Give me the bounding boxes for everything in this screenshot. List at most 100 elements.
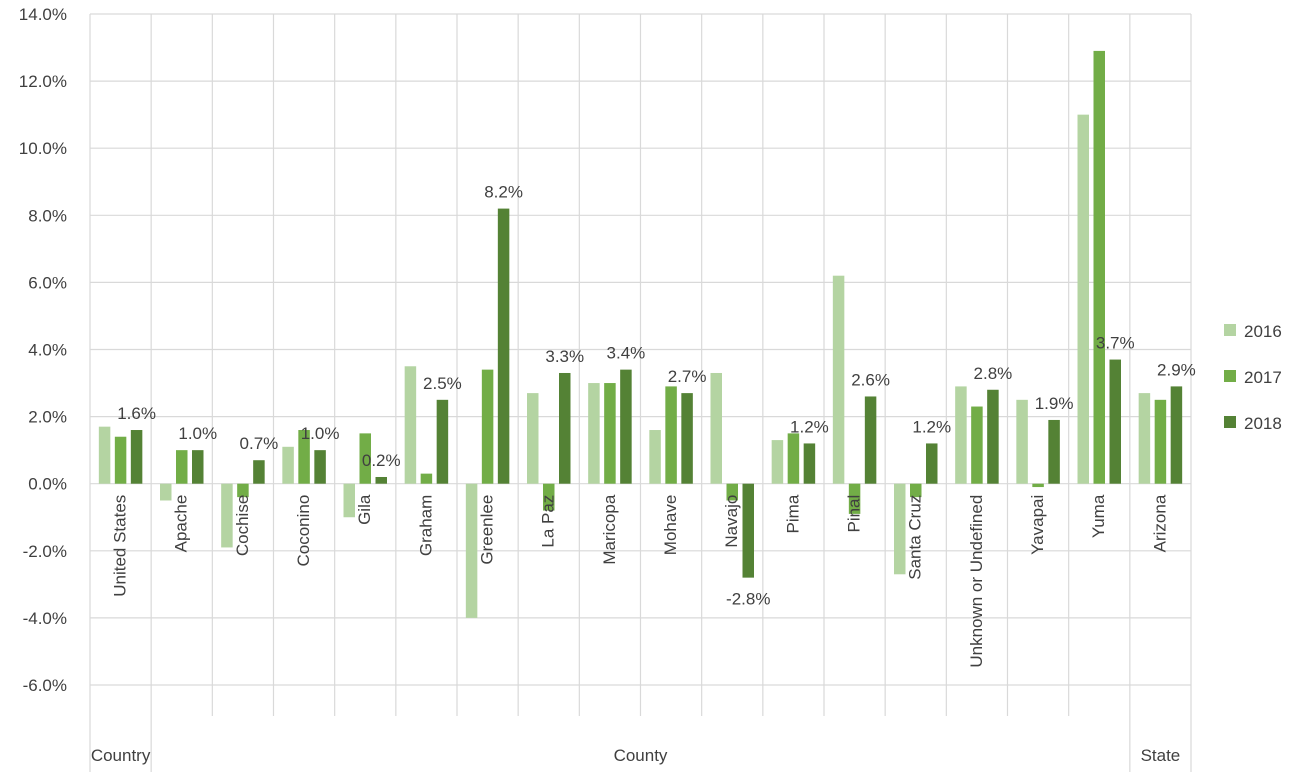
bar-2018-navajo [742,483,754,578]
category-label: Yavapai [1028,495,1047,555]
bar-2016-coconino [282,446,294,484]
category-label: Cochise [233,495,252,556]
group-label: Country [91,746,151,765]
bar-2018-mohave [681,393,693,484]
x-axis: United States Apache Cochise Coconino Gila Gr… [91,494,1180,765]
bar-2018-pima [803,443,816,484]
bar-2017-cochise [237,483,249,498]
bar-2017-yavapai [1032,483,1044,488]
data-label: 2.6% [851,370,890,389]
category-label: Greenlee [478,495,497,565]
bars [98,50,1183,618]
bar-2016-yavapai [1016,399,1028,484]
category-label: Maricopa [600,494,619,564]
bar-2018-graham [436,399,449,484]
bar-2017-arizona [1154,399,1167,484]
bar-2017-maricopa [604,383,616,484]
y-tick-label: 0.0% [28,475,67,494]
bar-2016-graham [404,366,417,484]
category-label: La Paz [539,495,558,548]
data-label: 1.0% [301,424,340,443]
data-label: 3.3% [545,347,584,366]
bar-2016-yuma [1077,114,1089,484]
bar-2017-santa-cruz [910,483,922,498]
legend-swatch-2018 [1224,416,1236,428]
bar-2016-pima [771,440,784,484]
data-label: 1.2% [790,417,829,436]
y-tick-label: 14.0% [19,5,67,24]
category-label: Coconino [294,495,313,567]
bar-2016-united-states [98,426,111,484]
data-label: 2.7% [668,367,707,386]
bar-2018-yuma [1109,359,1121,484]
legend-label-2017: 2017 [1244,368,1282,387]
group-label: State [1141,746,1181,765]
bar-2017-apache [176,450,188,484]
data-label: 1.6% [117,404,156,423]
y-tick-label: -4.0% [23,609,67,628]
bar-2016-mohave [649,430,661,484]
bar-2017-mohave [665,386,677,484]
data-label: 1.0% [178,424,217,443]
bar-2017-la-paz [543,483,555,511]
bar-2016-arizona [1138,393,1151,484]
bar-2016-unknown-or-undefined [955,386,967,484]
y-tick-label: 6.0% [28,273,67,292]
category-label: Apache [172,495,191,553]
bar-2017-unknown-or-undefined [971,406,983,484]
data-label: 3.7% [1096,334,1135,353]
category-label: Pinal [845,495,864,533]
category-label: Arizona [1150,494,1169,552]
y-axis: 14.0% 12.0% 10.0% 8.0% 6.0% 4.0% 2.0% 0.0% -2.0%… [19,5,67,695]
category-label: Santa Cruz [906,495,925,580]
bar-2016-gila [343,483,355,518]
data-label: 2.8% [974,364,1013,383]
category-label: Navajo [722,495,741,548]
y-tick-label: -2.0% [23,542,67,561]
bar-2018-apache [192,450,204,484]
category-label: Graham [416,495,435,556]
category-label: Unknown or Undefined [967,495,986,668]
data-label: 1.9% [1035,394,1074,413]
bar-2018-yavapai [1048,419,1060,484]
bar-2016-la-paz [527,393,539,484]
category-label: Mohave [661,495,680,555]
data-label: -2.8% [726,590,770,609]
bar-2017-greenlee [481,369,494,484]
category-label: Gila [355,494,374,525]
data-label: 2.9% [1157,360,1196,379]
y-tick-label: -6.0% [23,676,67,695]
legend: 2016 2017 2018 [1224,322,1282,433]
legend-label-2016: 2016 [1244,322,1282,341]
bar-2017-pinal [848,483,861,514]
data-label: 2.5% [423,374,462,393]
bar-2016-santa-cruz [894,483,906,575]
data-label: 0.2% [362,451,401,470]
bar-2018-maricopa [620,369,632,484]
bar-2017-united-states [114,436,127,484]
group-label: County [614,746,668,765]
bar-2017-graham [420,473,433,484]
gridlines [89,13,1192,772]
y-tick-label: 10.0% [19,139,67,158]
data-label: 3.4% [607,344,646,363]
data-labels: 1.6% 1.0% 0.7% 1.0% 0.2% 2.5% 8.2% 3.3% 3.4% 2.7%… [117,183,1196,609]
bar-2018-unknown-or-undefined [987,389,999,484]
legend-swatch-2017 [1224,370,1236,382]
category-label: United States [111,495,130,597]
y-tick-label: 8.0% [28,206,67,225]
bar-2016-navajo [710,372,722,484]
bar-2017-navajo [726,483,738,501]
y-tick-label: 2.0% [28,408,67,427]
bar-2017-pima [787,433,800,484]
data-label: 1.2% [912,417,951,436]
bar-2018-united-states [130,430,143,484]
y-tick-label: 12.0% [19,72,67,91]
bar-2018-coconino [314,450,326,484]
bar-2018-pinal [864,396,877,484]
bar-2018-arizona [1170,386,1183,484]
data-label: 8.2% [484,183,523,202]
category-label: Pima [783,494,802,533]
bar-2017-yuma [1093,50,1105,484]
category-label: Yuma [1089,494,1108,538]
